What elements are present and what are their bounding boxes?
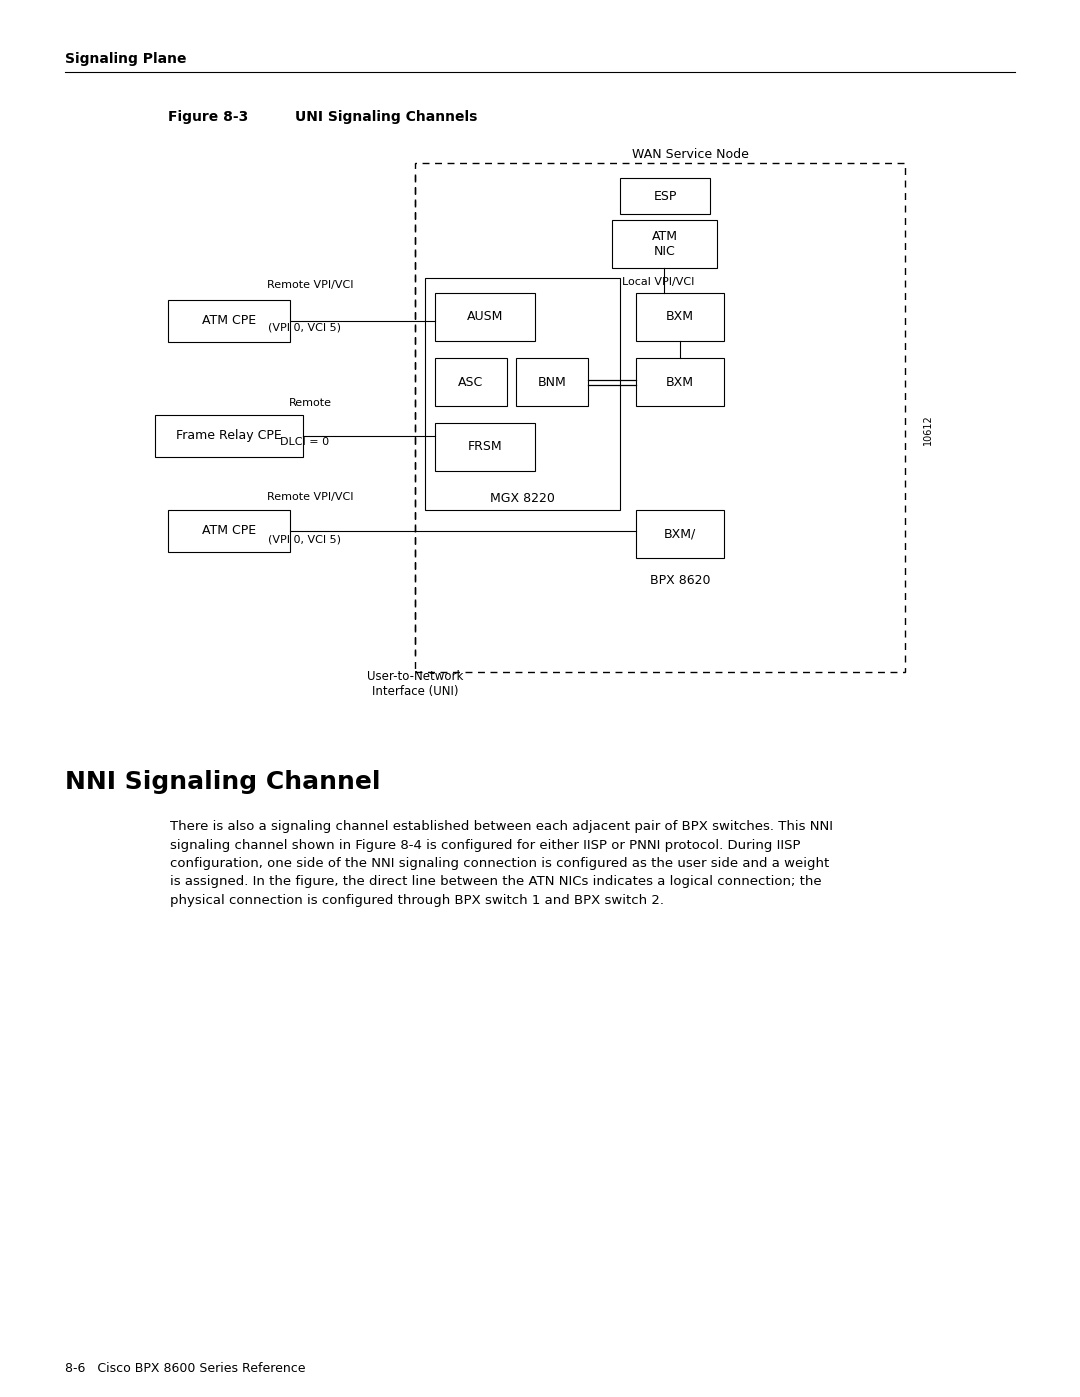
Text: (VPI 0, VCI 5): (VPI 0, VCI 5) <box>269 323 341 332</box>
Text: Remote VPI/VCI: Remote VPI/VCI <box>267 492 353 502</box>
Text: DLCI = 0: DLCI = 0 <box>281 437 329 447</box>
Text: Remote: Remote <box>288 398 332 408</box>
Bar <box>636 358 724 407</box>
Bar <box>516 358 588 407</box>
Text: There is also a signaling channel established between each adjacent pair of BPX : There is also a signaling channel establ… <box>170 820 833 907</box>
Bar <box>612 219 717 268</box>
Text: BXM: BXM <box>666 376 694 388</box>
Bar <box>426 278 620 510</box>
Text: MGX 8220: MGX 8220 <box>490 492 555 504</box>
Bar <box>636 510 724 557</box>
Bar <box>435 423 535 471</box>
Bar <box>156 415 303 457</box>
Text: 10612: 10612 <box>923 415 933 446</box>
Text: BPX 8620: BPX 8620 <box>650 574 711 587</box>
Text: Figure 8-3: Figure 8-3 <box>168 110 248 124</box>
Text: ASC: ASC <box>458 376 484 388</box>
Bar <box>620 177 710 214</box>
Text: Signaling Plane: Signaling Plane <box>65 52 187 66</box>
Bar <box>168 300 291 342</box>
Text: BNM: BNM <box>538 376 566 388</box>
Text: AUSM: AUSM <box>467 310 503 324</box>
Text: NNI Signaling Channel: NNI Signaling Channel <box>65 770 380 793</box>
Text: ATM CPE: ATM CPE <box>202 524 256 538</box>
Bar <box>435 293 535 341</box>
Bar <box>435 358 507 407</box>
Text: UNI Signaling Channels: UNI Signaling Channels <box>295 110 477 124</box>
Text: BXM: BXM <box>666 310 694 324</box>
Text: (VPI 0, VCI 5): (VPI 0, VCI 5) <box>269 534 341 543</box>
Bar <box>415 163 905 672</box>
Text: Frame Relay CPE: Frame Relay CPE <box>176 429 282 443</box>
Text: 8-6   Cisco BPX 8600 Series Reference: 8-6 Cisco BPX 8600 Series Reference <box>65 1362 306 1375</box>
Text: User-to-Network
Interface (UNI): User-to-Network Interface (UNI) <box>367 671 463 698</box>
Text: FRSM: FRSM <box>468 440 502 454</box>
Text: WAN Service Node: WAN Service Node <box>632 148 748 161</box>
Text: ESP: ESP <box>653 190 677 203</box>
Bar <box>168 510 291 552</box>
Text: ATM CPE: ATM CPE <box>202 314 256 327</box>
Text: ATM
NIC: ATM NIC <box>651 231 677 258</box>
Text: Remote VPI/VCI: Remote VPI/VCI <box>267 279 353 291</box>
Bar <box>636 293 724 341</box>
Text: Local VPI/VCI: Local VPI/VCI <box>622 277 694 286</box>
Text: BXM/: BXM/ <box>664 528 697 541</box>
